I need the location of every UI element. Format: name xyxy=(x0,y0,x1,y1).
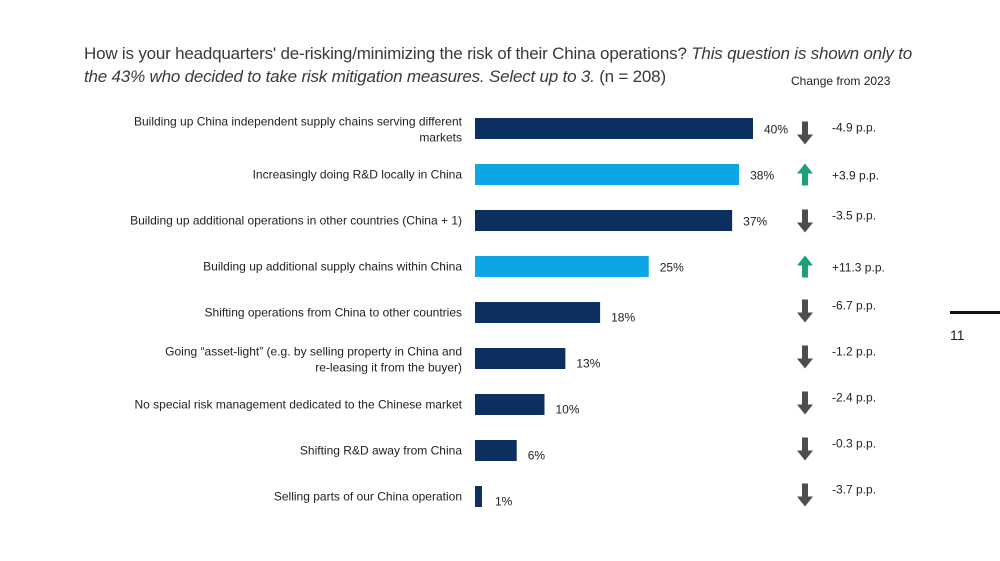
category-label: Increasingly doing R&D locally in China xyxy=(253,168,463,182)
bar-row: Building up China independent supply cha… xyxy=(134,115,876,145)
value-label: 25% xyxy=(660,261,684,275)
change-header: Change from 2023 xyxy=(791,74,891,88)
arrow-down-icon xyxy=(797,437,813,461)
arrow-up-icon xyxy=(797,255,813,278)
change-label: +3.9 p.p. xyxy=(832,169,879,183)
change-label: -2.4 p.p. xyxy=(832,391,876,405)
bar xyxy=(475,486,482,507)
bar xyxy=(475,394,545,415)
category-label: Building up China independent supply cha… xyxy=(134,115,463,145)
arrow-down-icon xyxy=(797,299,813,323)
value-label: 37% xyxy=(743,215,767,229)
category-label: Selling parts of our China operation xyxy=(274,490,462,504)
change-label: +11.3 p.p. xyxy=(832,261,885,275)
change-label: -4.9 p.p. xyxy=(832,121,876,135)
change-label: -1.2 p.p. xyxy=(832,345,876,359)
page-number: 11 xyxy=(950,327,965,343)
bar xyxy=(475,164,740,185)
value-label: 10% xyxy=(556,403,580,417)
bar xyxy=(475,348,566,369)
arrow-down-icon xyxy=(797,209,813,233)
title-italic: This question is shown only to the 43% w… xyxy=(84,44,913,86)
arrow-down-icon xyxy=(797,345,813,369)
bar-row: Increasingly doing R&D locally in China 3… xyxy=(253,163,879,186)
bar-row: Shifting operations from China to other … xyxy=(205,299,877,325)
arrow-down-icon xyxy=(797,121,813,145)
category-label: No special risk management dedicated to … xyxy=(134,398,462,412)
bar-row: Shifting R&D away from China 6% -0.3 p.p. xyxy=(300,437,876,463)
category-label: Shifting R&D away from China xyxy=(300,444,462,458)
value-label: 38% xyxy=(750,169,774,183)
bar xyxy=(475,256,649,277)
bar xyxy=(475,302,601,323)
category-label: Shifting operations from China to other … xyxy=(205,306,462,320)
bar-row: Building up additional supply chains wit… xyxy=(203,255,885,278)
value-label: 6% xyxy=(528,449,546,463)
page-divider xyxy=(950,311,1000,314)
change-label: -0.3 p.p. xyxy=(832,437,876,451)
bar-row: No special risk management dedicated to … xyxy=(134,391,876,417)
bar-row: Building up additional operations in oth… xyxy=(130,209,876,233)
chart-title: How is your headquarters' de-risking/min… xyxy=(84,42,924,88)
value-label: 40% xyxy=(764,123,788,137)
value-label: 18% xyxy=(611,311,635,325)
bar xyxy=(475,210,733,231)
change-label: -6.7 p.p. xyxy=(832,299,876,313)
arrow-down-icon xyxy=(797,391,813,415)
value-label: 13% xyxy=(576,357,600,371)
bar-row: Selling parts of our China operation 1% -3… xyxy=(274,483,876,509)
change-label: -3.7 p.p. xyxy=(832,483,876,497)
bar xyxy=(475,440,517,461)
bar-row: Going “asset-light” (e.g. by selling pro… xyxy=(165,345,876,375)
title-main: How is your headquarters' de-risking/min… xyxy=(84,44,687,63)
arrow-down-icon xyxy=(797,483,813,507)
category-label: Building up additional supply chains wit… xyxy=(203,260,462,274)
category-label: Building up additional operations in oth… xyxy=(130,214,462,228)
category-label: Going “asset-light” (e.g. by selling pro… xyxy=(165,345,462,375)
title-sample-size: (n = 208) xyxy=(599,67,666,86)
bar xyxy=(475,118,753,139)
value-label: 1% xyxy=(495,495,513,509)
change-label: -3.5 p.p. xyxy=(832,209,876,223)
arrow-up-icon xyxy=(797,163,813,186)
